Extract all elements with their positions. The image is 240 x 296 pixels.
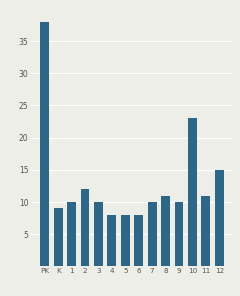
Bar — [215, 170, 224, 266]
Bar — [134, 215, 143, 266]
Bar — [67, 202, 76, 266]
Bar — [161, 196, 170, 266]
Bar — [148, 202, 156, 266]
Bar — [81, 189, 89, 266]
Bar — [108, 215, 116, 266]
Bar — [175, 202, 183, 266]
Bar — [202, 196, 210, 266]
Bar — [54, 208, 62, 266]
Bar — [121, 215, 130, 266]
Bar — [188, 118, 197, 266]
Bar — [40, 22, 49, 266]
Bar — [94, 202, 103, 266]
